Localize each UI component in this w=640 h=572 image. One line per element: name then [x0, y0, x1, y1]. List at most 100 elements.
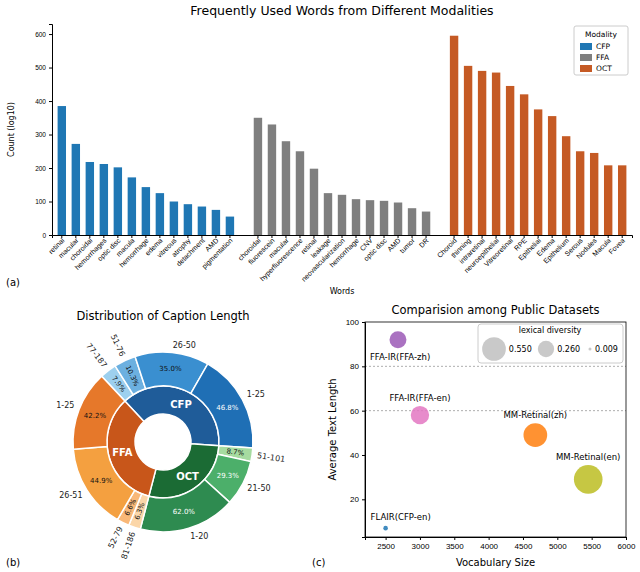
bar	[562, 136, 570, 235]
tick: 20	[350, 495, 365, 504]
bar	[450, 36, 458, 235]
legend-swatch	[580, 65, 592, 72]
bar	[212, 210, 220, 235]
bar	[520, 94, 528, 235]
tick: DR	[418, 235, 430, 249]
bar	[156, 193, 164, 235]
tick-mark	[362, 322, 365, 323]
tick-mark	[489, 537, 490, 540]
tick: 2500	[377, 537, 395, 551]
bar	[478, 71, 486, 235]
bar	[422, 212, 430, 235]
tick-label: 40	[350, 451, 359, 460]
legend-label: 0.550	[509, 345, 532, 354]
legend-box	[574, 26, 628, 75]
tick: 100	[35, 198, 52, 205]
tick-label: 80	[350, 362, 359, 371]
tick: hemorrhage	[328, 235, 360, 269]
axis: 0100200300400500600	[35, 25, 52, 239]
bubble	[411, 406, 429, 424]
tick-mark	[49, 235, 52, 236]
axis-line	[53, 236, 633, 239]
outer-slice	[140, 480, 229, 532]
bar	[394, 203, 402, 235]
segment-label: 26-51	[59, 491, 82, 500]
bar	[170, 202, 178, 235]
bar	[58, 106, 66, 235]
tick: 600	[35, 31, 52, 38]
plot-frame	[365, 322, 626, 537]
tick-label: 3000	[412, 542, 430, 551]
segment-label: 51-101	[256, 451, 285, 464]
point-label: FLAIR(CFP-en)	[371, 512, 431, 522]
bar	[282, 141, 290, 235]
point-label: FFA-IR(FFA-zh)	[370, 352, 430, 362]
axis-line	[366, 538, 627, 541]
bar	[198, 207, 206, 235]
tick: tumor	[398, 235, 416, 254]
tick: 40	[350, 451, 365, 460]
bar	[506, 86, 514, 235]
tick-label: hyperfluorescence	[258, 237, 304, 283]
tick-label: tumor	[398, 236, 416, 254]
data-label: 35.0%	[159, 365, 182, 373]
tick-mark	[386, 537, 387, 540]
segment-label: 26-50	[173, 340, 196, 349]
tick-mark	[49, 101, 52, 102]
bubble	[574, 465, 603, 494]
segment-label: 1-20	[190, 532, 208, 541]
tick-label: detachment	[175, 237, 206, 268]
tick-label: 200	[35, 165, 46, 172]
axis-line	[362, 323, 366, 538]
tick: 0	[42, 232, 52, 239]
tick: Macula	[591, 235, 612, 258]
data-label: 62.0%	[173, 508, 196, 516]
legend-bubble	[482, 337, 506, 361]
bars	[58, 36, 627, 235]
tick-label: 100	[346, 318, 360, 327]
tick-mark	[362, 455, 365, 456]
tick-label: 2500	[377, 542, 395, 551]
tick-mark	[49, 68, 52, 69]
outer-slice	[191, 364, 253, 448]
sunburst	[73, 352, 253, 532]
tick-label: 300	[35, 131, 46, 138]
segment-label: 81-186	[120, 531, 138, 561]
data-label: 7.9%	[110, 375, 127, 394]
legend-swatch	[580, 43, 592, 50]
bar	[492, 73, 500, 235]
tick-label: DR	[418, 237, 430, 249]
axis: 20406080100	[346, 318, 366, 537]
panel-label: (c)	[312, 557, 325, 568]
tick: 3500	[446, 537, 464, 551]
panel-label: (b)	[6, 557, 20, 568]
axis-title: Average Text Length	[327, 378, 338, 480]
legend-label: FFA	[596, 53, 610, 62]
tick: 4500	[515, 537, 533, 551]
bar	[296, 151, 304, 235]
data-label: 46.8%	[216, 404, 239, 412]
bar	[226, 217, 234, 235]
tick: Fovea	[607, 235, 626, 255]
legend-label: 0.009	[595, 345, 618, 354]
tick-label: 4500	[515, 542, 533, 551]
legend-label: CFP	[596, 42, 611, 51]
bar	[366, 200, 374, 235]
data-label: 10.3%	[124, 364, 141, 388]
data-label: 42.2%	[84, 412, 107, 420]
point-label: MM-Retinal(zh)	[504, 410, 568, 420]
legend-title: Modality	[585, 30, 618, 39]
inner-label: FFA	[112, 447, 133, 458]
tick: 500	[35, 64, 52, 71]
axis: retinalmacularchoroidalhemorrhagesoptic …	[47, 235, 632, 283]
tick-label: Vitreoretinal	[483, 236, 515, 268]
tick-mark	[49, 168, 52, 169]
tick-label: hemorrhage	[328, 237, 360, 269]
reference-line	[365, 410, 626, 411]
data-label: 8.7%	[226, 447, 245, 458]
chart-title: Frequently Used Words from Different Mod…	[190, 3, 493, 18]
legend-label: 0.260	[557, 345, 580, 354]
reference-line	[365, 366, 626, 367]
bar	[254, 118, 262, 235]
bar	[128, 177, 136, 235]
